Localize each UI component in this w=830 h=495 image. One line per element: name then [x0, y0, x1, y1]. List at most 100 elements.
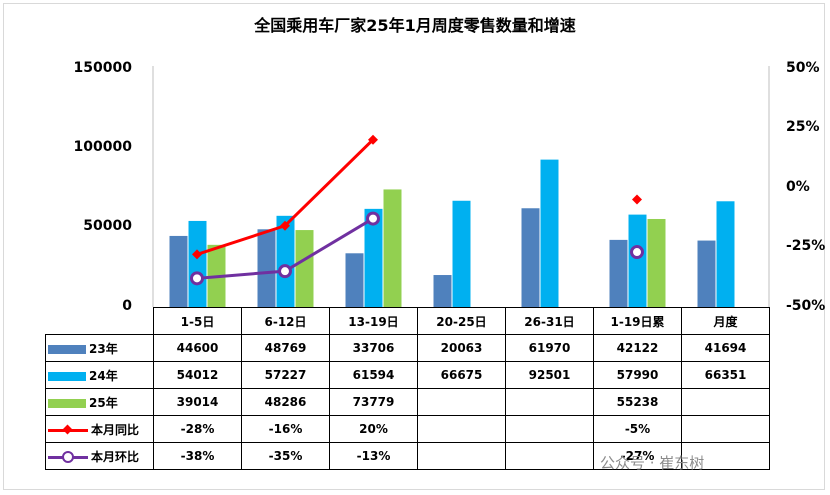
data-label: 33706	[329, 334, 418, 362]
data-label: 66351	[681, 361, 770, 389]
chart-title: 全国乘用车厂家25年1月周度零售数量和增速	[254, 16, 576, 35]
data-label	[417, 388, 506, 416]
data-label	[417, 415, 506, 443]
data-label: 20063	[417, 334, 506, 362]
data-label: 48769	[241, 334, 330, 362]
bar-23	[257, 229, 276, 307]
bar-25	[383, 189, 402, 307]
data-label: -28%	[153, 415, 242, 443]
y-right-tick: 50%	[786, 60, 820, 76]
bar-24	[716, 201, 735, 307]
x-tick-label: 1-5日	[153, 307, 242, 335]
data-label	[417, 442, 506, 470]
watermark: 公众号 · 崔东树	[600, 454, 705, 472]
data-label: 42122	[593, 334, 682, 362]
point-yoy	[280, 220, 290, 231]
legend-swatch	[48, 371, 86, 381]
x-tick-label: 13-19日	[329, 307, 418, 335]
series-row: 本月环比 -38% -35% -13% -27%	[45, 442, 770, 470]
y-right-tick: 0%	[786, 179, 810, 195]
data-label: 92501	[505, 361, 594, 389]
legend-label: 25年	[89, 395, 118, 410]
series-row: 本月同比 -28% -16% 20% -5%	[45, 415, 770, 443]
bar-23	[169, 235, 188, 307]
data-label	[505, 442, 594, 470]
data-label: -16%	[241, 415, 330, 443]
bar-24	[540, 159, 559, 307]
x-tick-label: 20-25日	[417, 307, 506, 335]
y-left-tick: 150000	[73, 60, 132, 76]
data-label	[505, 415, 594, 443]
series-row: 23年 44600 48769 33706 20063 61970 42122 41694	[45, 334, 770, 362]
series-row: 24年 54012 57227 61594 66675 92501 57990 66351	[45, 361, 770, 389]
x-tick-label: 6-12日	[241, 307, 330, 335]
category-row: 1-5日 6-12日 13-19日 20-25日 26-31日 1-19日累 月度	[45, 307, 770, 335]
data-table: 1-5日 6-12日 13-19日 20-25日 26-31日 1-19日累 月度 23年 44…	[45, 307, 770, 470]
bar-23	[433, 275, 452, 307]
data-label: 61970	[505, 334, 594, 362]
data-label: -5%	[593, 415, 682, 443]
legend-label: 本月环比	[91, 449, 140, 464]
data-label	[505, 388, 594, 416]
y-left-tick: 50000	[83, 218, 132, 234]
data-label: -27%	[593, 442, 682, 470]
data-label: 66675	[417, 361, 506, 389]
legend-label: 本月同比	[91, 422, 140, 437]
legend-swatch	[48, 398, 86, 408]
bar-23	[609, 239, 628, 307]
legend-label: 24年	[89, 368, 118, 383]
point-mom	[190, 271, 204, 286]
data-label: 39014	[153, 388, 242, 416]
bar-24	[452, 200, 471, 307]
point-yoy	[192, 249, 202, 260]
data-label: 44600	[153, 334, 242, 362]
chart-frame	[3, 3, 825, 490]
x-tick-label: 26-31日	[505, 307, 594, 335]
point-yoy	[632, 194, 642, 205]
data-label: -38%	[153, 442, 242, 470]
data-label: -35%	[241, 442, 330, 470]
legend-swatch	[48, 344, 86, 354]
y-right-tick: 25%	[786, 119, 820, 135]
data-label: 41694	[681, 334, 770, 362]
y-right-tick: -25%	[786, 238, 826, 254]
point-yoy	[368, 134, 378, 145]
bar-24	[188, 220, 207, 307]
data-label: 48286	[241, 388, 330, 416]
bar-24	[628, 214, 647, 307]
bar-24	[364, 208, 383, 307]
y-right-tick: -50%	[786, 298, 826, 314]
data-label: 73779	[329, 388, 418, 416]
x-tick-label: 月度	[681, 307, 770, 335]
data-label: 54012	[153, 361, 242, 389]
y-left-tick: 0	[122, 298, 132, 314]
data-label: 61594	[329, 361, 418, 389]
point-mom	[278, 264, 292, 279]
data-label	[681, 442, 770, 470]
x-tick-label: 1-19日累	[593, 307, 682, 335]
data-label: 57227	[241, 361, 330, 389]
legend-entry: 24年	[45, 361, 154, 389]
bar-23	[345, 253, 364, 307]
series-row: 25年 39014 48286 73779 55238	[45, 388, 770, 416]
point-mom	[366, 211, 380, 226]
table-corner	[45, 307, 154, 335]
legend-line-key	[48, 424, 88, 435]
legend-entry: 本月同比	[45, 415, 154, 443]
data-label: 20%	[329, 415, 418, 443]
y-left-tick: 100000	[73, 139, 132, 155]
bar-25	[295, 230, 314, 307]
data-label	[681, 388, 770, 416]
legend-entry: 本月环比	[45, 442, 154, 470]
data-label: 55238	[593, 388, 682, 416]
legend-line-key	[48, 451, 88, 463]
bar-23	[521, 208, 540, 307]
legend-entry: 23年	[45, 334, 154, 362]
bar-24	[276, 215, 295, 307]
data-label	[681, 415, 770, 443]
legend-entry: 25年	[45, 388, 154, 416]
bar-23	[697, 240, 716, 307]
data-label: -13%	[329, 442, 418, 470]
bar-25	[647, 218, 666, 307]
